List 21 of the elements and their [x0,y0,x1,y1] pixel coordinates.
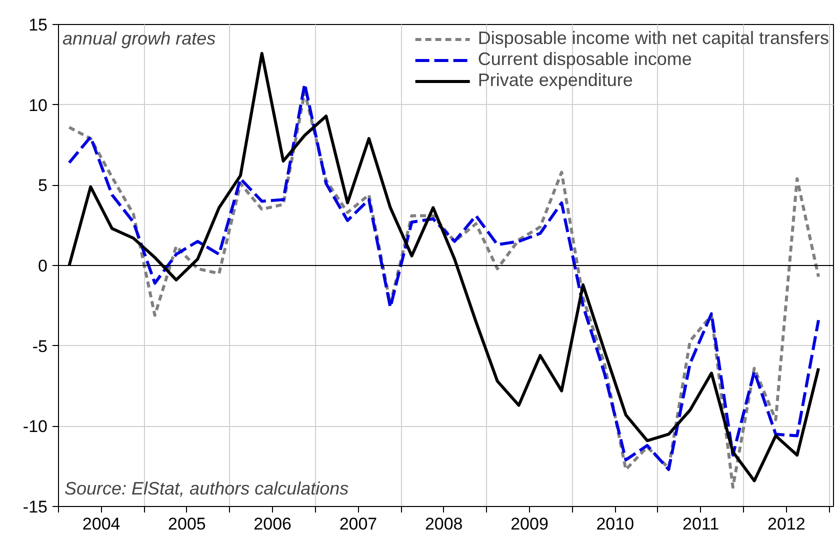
y-tick-label: -10 [22,417,48,436]
y-tick-label: 15 [28,16,48,34]
x-tick-label: 2011 [682,514,720,534]
x-tick-label: 2006 [254,514,292,534]
x-tick-label: 2004 [82,514,120,534]
x-tick-label: 2007 [339,514,378,534]
y-tick-label: 0 [38,256,48,276]
y-tick-label: 10 [28,96,48,115]
x-tick-label: 2009 [510,514,548,534]
y-tick-label: 5 [38,176,48,196]
x-tick-label: 2010 [596,514,634,534]
x-tick-label: 2008 [424,514,463,534]
annotation: annual growh rates [62,28,216,48]
annotation: Source: ElStat, authors calculations [64,478,349,498]
legend-label: Private expenditure [478,70,633,91]
x-tick-label: 2012 [767,514,806,534]
legend-label: Current disposable income [478,49,692,70]
legend-label: Disposable income with net capital transfers [478,28,829,49]
x-tick-label: 2005 [168,514,206,534]
y-tick-label: -5 [32,336,48,356]
y-tick-label: -15 [22,498,48,516]
